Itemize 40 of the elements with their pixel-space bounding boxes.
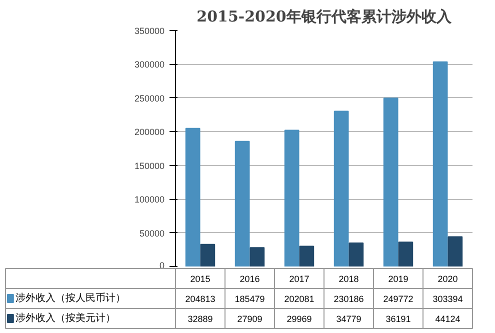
bar bbox=[234, 140, 250, 266]
bar bbox=[448, 236, 463, 266]
data-label: 34779 bbox=[336, 314, 362, 324]
data-label: 27909 bbox=[237, 314, 262, 324]
legend-label: 涉外收入（按美元计） bbox=[15, 312, 116, 324]
x-tick-label: 2019 bbox=[388, 274, 408, 284]
x-tick-label: 2020 bbox=[438, 274, 458, 284]
x-tick-label: 2015 bbox=[190, 274, 210, 284]
y-tick-label: 150000 bbox=[134, 160, 165, 171]
data-label: 202081 bbox=[284, 294, 314, 304]
y-tick-label: 100000 bbox=[134, 194, 165, 205]
bar bbox=[432, 61, 448, 266]
y-tick-label: 50000 bbox=[139, 228, 165, 238]
bar bbox=[348, 242, 364, 266]
data-label: 303394 bbox=[432, 294, 463, 304]
bar bbox=[299, 246, 314, 266]
x-tick-label: 2018 bbox=[338, 274, 359, 284]
bar bbox=[383, 98, 398, 266]
data-label: 29969 bbox=[286, 314, 312, 324]
bar bbox=[185, 128, 200, 266]
y-tick-label: 250000 bbox=[134, 93, 165, 104]
data-label: 185479 bbox=[234, 294, 265, 304]
data-label: 204813 bbox=[185, 294, 216, 304]
x-tick-label: 2017 bbox=[289, 274, 310, 284]
bar bbox=[250, 247, 265, 266]
y-tick-label: 300000 bbox=[134, 60, 165, 70]
bar bbox=[200, 244, 216, 266]
bar bbox=[398, 242, 414, 266]
chart-title: 2015-2020年银行代客累计涉外收入 bbox=[196, 8, 452, 26]
data-label: 249772 bbox=[383, 294, 414, 304]
data-label: 44124 bbox=[435, 314, 460, 324]
data-label: 230186 bbox=[334, 294, 364, 304]
bar bbox=[284, 130, 300, 266]
y-tick-label: 200000 bbox=[134, 127, 165, 138]
bar bbox=[334, 110, 349, 266]
data-label: 32889 bbox=[188, 314, 213, 324]
data-label: 36191 bbox=[386, 314, 411, 324]
x-tick-label: 2016 bbox=[240, 274, 260, 284]
legend-label: 涉外收入（按人民币计） bbox=[15, 292, 126, 304]
y-tick-label: 350000 bbox=[134, 26, 165, 36]
